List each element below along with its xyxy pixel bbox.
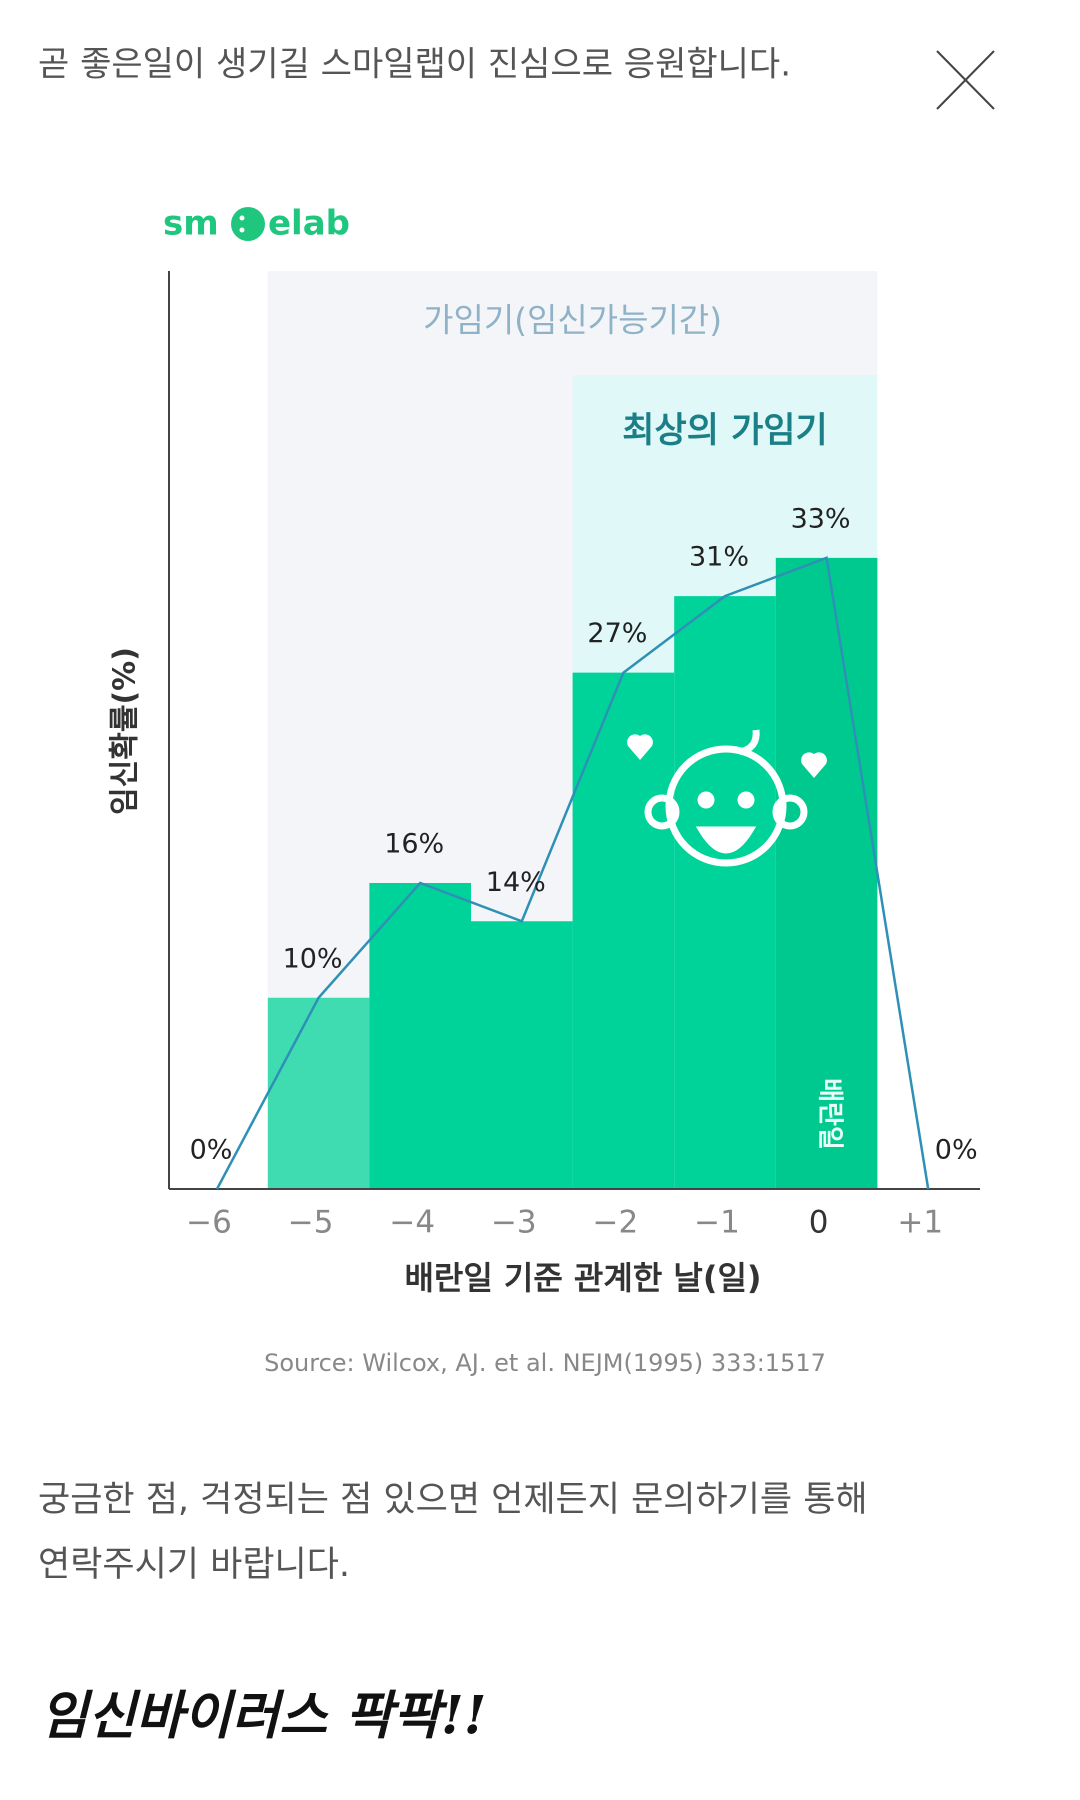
baby-eye bbox=[737, 791, 755, 809]
baby-hair bbox=[739, 729, 760, 756]
logo-eye bbox=[239, 227, 245, 233]
bar bbox=[471, 921, 573, 1189]
value-label: 10% bbox=[283, 943, 343, 974]
ovulation-label: 배란일 bbox=[815, 1078, 845, 1150]
close-button[interactable] bbox=[936, 50, 995, 110]
bar bbox=[674, 596, 776, 1189]
x-tick-label: −4 bbox=[389, 1205, 435, 1241]
x-axis-label: 배란일 기준 관계한 날(일) bbox=[404, 1259, 761, 1297]
best-fertile-label: 최상의 가임기 bbox=[622, 411, 827, 451]
source: Source: Wilcox, AJ. et al. NEJM(1995) 33… bbox=[264, 1349, 826, 1377]
heart bbox=[801, 752, 827, 778]
logo-right: elab bbox=[268, 204, 350, 244]
value-label: 27% bbox=[587, 618, 647, 649]
baby-icon bbox=[644, 729, 808, 867]
logo-smiley bbox=[231, 207, 265, 241]
line bbox=[215, 556, 930, 1190]
value-label: 14% bbox=[486, 867, 546, 898]
logo-left: sm bbox=[163, 204, 219, 244]
x-tick-label: 0 bbox=[809, 1205, 829, 1241]
y-axis-label: 임신확률(%) bbox=[108, 647, 143, 815]
x-tick-label: −1 bbox=[694, 1205, 740, 1241]
value-label: 16% bbox=[384, 829, 444, 860]
close-icon[interactable] bbox=[936, 50, 995, 110]
x-tick-label: −5 bbox=[288, 1205, 334, 1241]
x-tick-label: −6 bbox=[186, 1205, 232, 1241]
body-line: 궁금한 점, 걱정되는 점 있으면 언제든지 문의하기를 통해 bbox=[38, 1480, 868, 1520]
value-label: 0% bbox=[935, 1135, 978, 1166]
bar bbox=[267, 997, 370, 1189]
baby-face bbox=[665, 745, 787, 867]
logo-eye bbox=[239, 215, 245, 221]
fertile-label: 가임기(임신가능기간) bbox=[423, 301, 722, 340]
handwriting: 임신바이러스 팍팍!! bbox=[40, 1686, 486, 1747]
baby-eye bbox=[697, 791, 715, 809]
x-tick-label: +1 bbox=[897, 1205, 943, 1241]
value-label: 33% bbox=[791, 503, 851, 534]
bar bbox=[572, 672, 675, 1189]
baby-mouth bbox=[695, 826, 757, 854]
value-label: 0% bbox=[190, 1135, 233, 1166]
x-tick-label: −2 bbox=[593, 1205, 639, 1241]
logo: sm elab bbox=[163, 204, 350, 244]
chart: 가임기(임신가능기간) 최상의 가임기 −6 −5 −4 −3 −2 −1 0 +1 배란일 0% 10… bbox=[168, 271, 980, 1241]
baby-ear bbox=[772, 794, 808, 830]
heart bbox=[627, 734, 653, 760]
bar bbox=[775, 557, 878, 1189]
x-tick-label: −3 bbox=[491, 1205, 537, 1241]
header-text: 곧 좋은일이 생기길 스마일랩이 진심으로 응원합니다. bbox=[38, 45, 791, 85]
body-line: 연락주시기 바랍니다. bbox=[38, 1545, 350, 1585]
value-label: 31% bbox=[689, 542, 749, 573]
baby-ear bbox=[644, 794, 680, 830]
bar bbox=[369, 883, 471, 1189]
